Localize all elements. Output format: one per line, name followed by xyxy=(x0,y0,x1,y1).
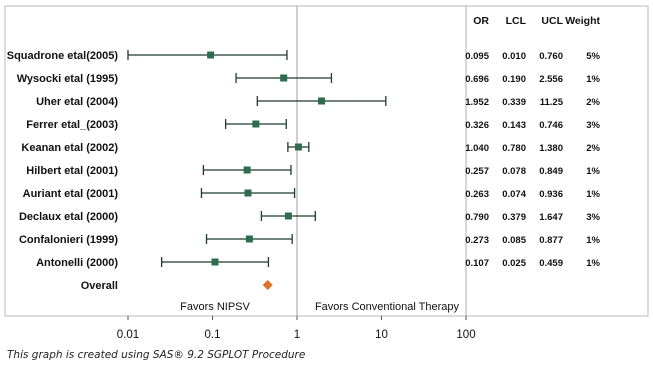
study-label: Uher etal (2004) xyxy=(36,96,118,108)
lcl-value: 0.780 xyxy=(502,143,526,154)
weight-value: 1% xyxy=(586,189,600,200)
odds-ratio-marker xyxy=(280,74,288,82)
or-value: 0.326 xyxy=(465,120,489,131)
odds-ratio-marker xyxy=(244,189,252,197)
ucl-value: 11.25 xyxy=(540,97,564,108)
column-header: OR xyxy=(473,15,489,27)
plot-frame xyxy=(4,5,649,317)
weight-value: 2% xyxy=(586,143,600,154)
weight-value: 1% xyxy=(586,258,600,269)
weight-value: 1% xyxy=(586,166,600,177)
lcl-value: 0.025 xyxy=(502,258,526,269)
column-header: LCL xyxy=(506,15,527,27)
study-label: Declaux etal (2000) xyxy=(19,211,118,223)
ucl-value: 1.380 xyxy=(539,143,563,154)
weight-value: 1% xyxy=(586,235,600,246)
study-label: Antonelli (2000) xyxy=(36,257,118,269)
lcl-value: 0.339 xyxy=(502,97,526,108)
lcl-value: 0.074 xyxy=(502,189,526,200)
or-value: 0.107 xyxy=(465,258,489,269)
odds-ratio-marker xyxy=(252,120,260,128)
overall-label: Overall xyxy=(81,280,118,292)
x-tick-label: 10 xyxy=(375,329,388,341)
x-tick-label: 100 xyxy=(456,329,475,341)
odds-ratio-marker xyxy=(284,212,292,220)
favors-right-label: Favors Conventional Therapy xyxy=(315,301,460,313)
footnote: This graph is created using SAS® 9.2 SGP… xyxy=(7,349,306,361)
ucl-value: 0.936 xyxy=(539,189,563,200)
lcl-value: 0.078 xyxy=(502,166,526,177)
weight-value: 1% xyxy=(586,74,600,85)
x-tick-label: 1 xyxy=(294,329,300,341)
or-value: 1.040 xyxy=(465,143,489,154)
study-label: Wysocki etal (1995) xyxy=(17,73,119,85)
lcl-value: 0.190 xyxy=(502,74,526,85)
study-label: Ferrer etal_(2003) xyxy=(26,119,118,131)
ucl-value: 0.877 xyxy=(539,235,563,246)
ucl-value: 0.746 xyxy=(539,120,563,131)
odds-ratio-marker xyxy=(243,166,251,174)
ucl-value: 1.647 xyxy=(539,212,563,223)
weight-value: 5% xyxy=(586,51,600,62)
column-header: Weight xyxy=(565,15,600,27)
odds-ratio-marker xyxy=(294,143,302,151)
odds-ratio-marker xyxy=(211,258,219,266)
or-value: 0.263 xyxy=(465,189,489,200)
overall-estimate-diamond xyxy=(262,280,273,290)
weight-value: 3% xyxy=(586,212,600,223)
or-value: 0.790 xyxy=(465,212,489,223)
study-label: Auriant etal (2001) xyxy=(23,188,119,200)
ucl-value: 0.760 xyxy=(539,51,563,62)
ucl-value: 0.459 xyxy=(539,258,563,269)
lcl-value: 0.143 xyxy=(502,120,526,131)
odds-ratio-marker xyxy=(245,235,253,243)
or-value: 0.095 xyxy=(465,51,489,62)
favors-left-label: Favors NIPSV xyxy=(180,301,250,313)
odds-ratio-marker xyxy=(207,51,215,59)
ucl-value: 2.556 xyxy=(539,74,563,85)
odds-ratio-marker xyxy=(318,97,326,105)
or-value: 0.257 xyxy=(465,166,489,177)
weight-value: 2% xyxy=(586,97,600,108)
study-label: Keanan etal (2002) xyxy=(21,142,118,154)
study-label: Confalonieri (1999) xyxy=(19,234,118,246)
ucl-value: 0.849 xyxy=(539,166,563,177)
lcl-value: 0.379 xyxy=(502,212,526,223)
or-value: 0.273 xyxy=(465,235,489,246)
or-value: 0.696 xyxy=(465,74,489,85)
lcl-value: 0.010 xyxy=(502,51,526,62)
study-label: Hilbert etal (2001) xyxy=(26,165,118,177)
lcl-value: 0.085 xyxy=(502,235,526,246)
weight-value: 3% xyxy=(586,120,600,131)
x-tick-label: 0.1 xyxy=(205,329,221,341)
or-value: 1.952 xyxy=(465,97,489,108)
study-label: Squadrone etal(2005) xyxy=(7,50,119,62)
x-tick-label: 0.01 xyxy=(117,329,139,341)
column-header: UCL xyxy=(541,15,563,27)
